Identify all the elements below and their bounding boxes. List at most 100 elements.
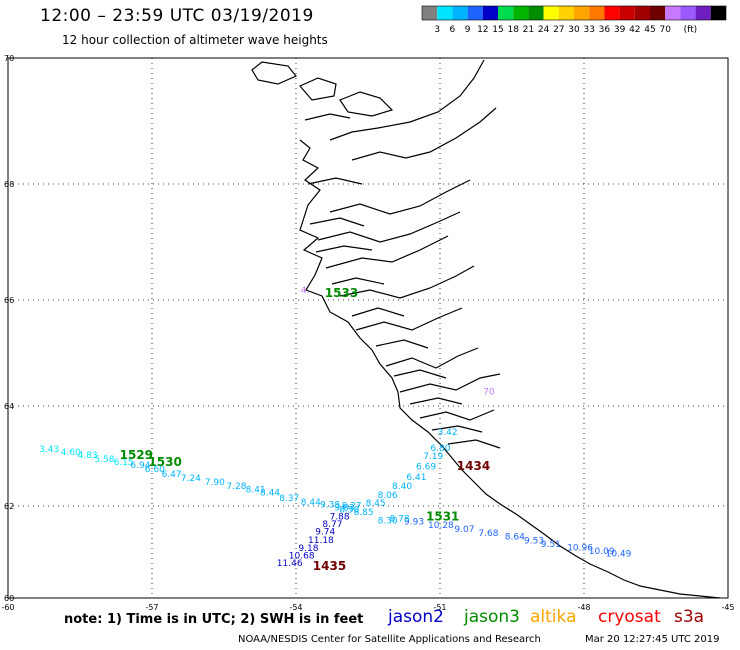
x-tick-label: -45 — [721, 603, 734, 612]
colorbar-swatch — [634, 6, 650, 20]
wave-height-label: 10.68 — [289, 551, 315, 561]
colorbar-swatch — [665, 6, 681, 20]
wave-height-label: 10.28 — [428, 521, 454, 531]
y-tick-label: 62 — [4, 502, 14, 511]
wave-height-label: 9.53 — [524, 536, 544, 546]
pass-time-label: 1434 — [457, 459, 490, 473]
pass-time-label: 1435 — [313, 559, 346, 573]
wave-height-label: 6.69 — [416, 463, 436, 473]
wave-height-label: 11.18 — [308, 536, 334, 546]
colorbar-label: 27 — [553, 25, 564, 35]
y-tick-label: 70 — [4, 54, 14, 63]
colorbar-label: 9 — [465, 25, 471, 35]
pass-time-label: 1531 — [426, 509, 459, 523]
colorbar-label: 12 — [477, 25, 488, 35]
colorbar-label: 30 — [568, 25, 580, 35]
y-tick-label: 60 — [4, 594, 14, 603]
colorbar-label: 45 — [644, 25, 655, 35]
colorbar-label: 39 — [614, 25, 626, 35]
wave-height-label: 6.60 — [145, 465, 165, 475]
wave-height-label: 8.06 — [378, 491, 398, 501]
x-tick-label: -48 — [577, 603, 590, 612]
wave-height-label: 8.78 — [390, 515, 410, 525]
colorbar-label: 18 — [507, 25, 519, 35]
greenland-coastline — [251, 59, 721, 599]
wave-height-label: 6.41 — [406, 473, 426, 483]
legend-altika: altika — [530, 607, 577, 627]
wave-height-label: 11.46 — [277, 559, 303, 569]
wave-height-label: 8.85 — [354, 508, 374, 518]
colorbar-swatch — [422, 6, 438, 20]
colorbar-swatch — [467, 6, 483, 20]
wave-height-label: 4. — [301, 286, 310, 296]
colorbar-label: 3 — [434, 25, 440, 35]
wave-height-label: 10.96 — [567, 544, 593, 554]
wave-height-label: 8.58 — [339, 505, 359, 515]
wave-height-label: 70 — [483, 387, 495, 397]
wave-height-label: 7.19 — [423, 452, 443, 462]
y-tick-label: 64 — [4, 402, 14, 411]
wave-height-label: 7.68 — [478, 529, 498, 539]
wave-height-label: 3.43 — [39, 445, 59, 455]
page-title: 12:00 – 23:59 UTC 03/19/2019 — [40, 6, 314, 26]
colorbar-label: 6 — [450, 25, 456, 35]
colorbar-swatch — [619, 6, 635, 20]
x-tick-label: -60 — [1, 603, 14, 612]
wave-height-label: 8.45 — [366, 499, 386, 509]
colorbar-swatch — [695, 6, 711, 20]
wave-height-label: 9.74 — [315, 528, 335, 538]
colorbar-label: 36 — [599, 25, 611, 35]
pass-time-label: 1530 — [148, 455, 181, 469]
wave-height-label: 6.15 — [114, 458, 134, 468]
wave-height-label: 8.64 — [505, 533, 525, 543]
wave-height-label: 8.40 — [392, 482, 412, 492]
wave-height-label: 9.51 — [541, 540, 561, 550]
wave-height-label: 8.41 — [246, 486, 266, 496]
wave-height-label: 8.37 — [279, 494, 299, 504]
wave-height-label: 8.44 — [301, 498, 321, 508]
colorbar-label: 21 — [523, 25, 534, 35]
map-frame — [7, 57, 729, 599]
colorbar-label: 24 — [538, 25, 550, 35]
legend-cryosat: cryosat — [598, 607, 661, 627]
colorbar-swatch — [498, 6, 514, 20]
colorbar-swatch — [543, 6, 559, 20]
wave-height-label: 9.18 — [298, 544, 318, 554]
wave-height-label: 9.07 — [454, 525, 474, 535]
wave-height-label: 8.27 — [342, 501, 362, 511]
wave-height-label: 7.24 — [181, 474, 201, 484]
colorbar-label: 15 — [492, 25, 503, 35]
wave-height-label: 6.94 — [130, 461, 150, 471]
wave-height-label: 10.49 — [606, 550, 632, 560]
wave-height-label: 4.83 — [78, 451, 98, 461]
colorbar-swatch — [604, 6, 620, 20]
wave-height-label: 8.44 — [260, 489, 280, 499]
wave-height-label: 8.77 — [322, 520, 342, 530]
legend-s3a: s3a — [674, 607, 705, 627]
x-tick-label: -57 — [145, 603, 158, 612]
wave-height-label: 9.93 — [404, 517, 424, 527]
wave-height-label: 9.83 — [334, 504, 354, 514]
wave-height-label: 10.09 — [589, 547, 615, 557]
coastline-north — [251, 61, 394, 117]
colorbar-label: 70 — [659, 25, 671, 35]
colorbar-swatch — [650, 6, 666, 20]
wave-height-label: 7.90 — [205, 478, 225, 488]
coastline-fjords — [304, 113, 483, 433]
colorbar: 3 6 9 12 15 18 21 24 27 30 33 36 39 42 45 70 (ft) — [421, 5, 727, 35]
footer-timestamp: Mar 20 12:27:45 UTC 2019 — [585, 634, 720, 645]
colorbar-swatch — [528, 6, 544, 20]
y-tick-label: 66 — [4, 296, 14, 305]
map-grid — [7, 57, 729, 599]
pass-time-label: 1533 — [325, 286, 358, 300]
wave-height-label: 9.38 — [320, 500, 340, 510]
coastline-inland — [317, 59, 501, 449]
wave-height-label: 8.30 — [378, 516, 398, 526]
colorbar-swatch — [710, 6, 726, 20]
wave-height-label: 6.47 — [162, 470, 182, 480]
coastline-main — [299, 139, 721, 599]
axis-ticks: -60 -57 -54 -51 -48 -45 70 68 66 64 62 60 — [1, 54, 734, 612]
legend-jason3: jason3 — [464, 607, 520, 627]
